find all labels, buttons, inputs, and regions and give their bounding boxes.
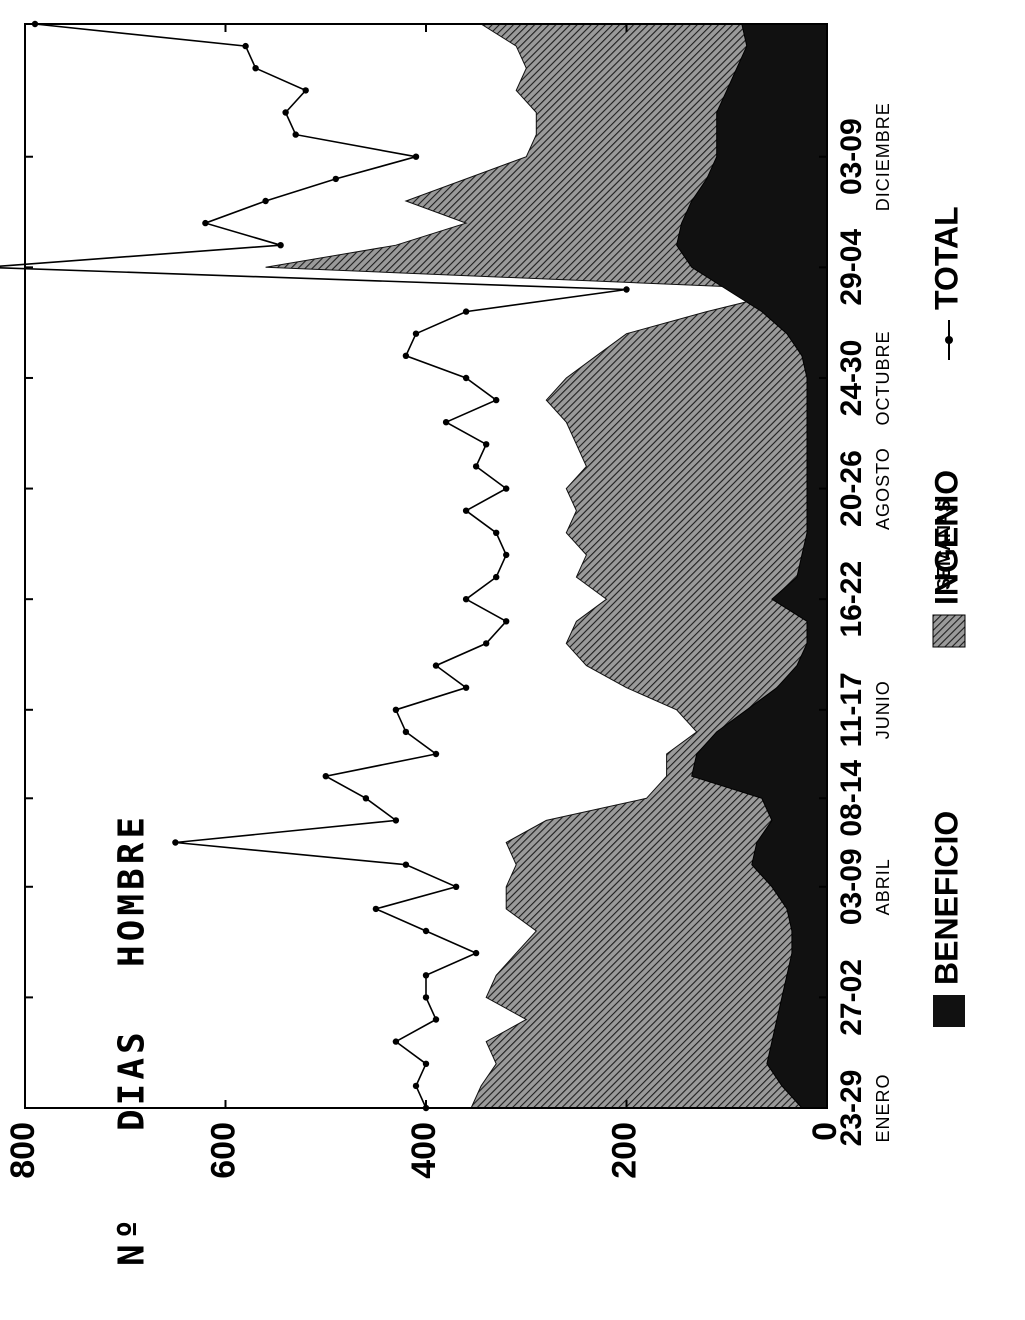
total-point	[432, 750, 440, 758]
total-point	[332, 175, 339, 183]
total-point	[472, 463, 480, 470]
legend-label-beneficio: BENEFICIO	[928, 811, 964, 985]
total-point	[503, 618, 510, 625]
total-point	[412, 330, 420, 337]
total-point	[432, 662, 440, 669]
total-point	[277, 242, 284, 249]
total-point	[483, 441, 490, 448]
total-point	[402, 728, 410, 736]
total-point	[302, 87, 309, 94]
total-point	[172, 839, 179, 846]
x-month-label: JUNIO	[873, 680, 893, 739]
y-axis-title-line-3: HOMBRE	[111, 812, 153, 968]
legend-label-total: TOTAL	[928, 206, 964, 310]
y-tick-label: 0	[806, 1122, 844, 1141]
x-tick-label: 29-04	[835, 229, 868, 306]
total-line	[0, 23, 627, 1109]
total-point	[493, 396, 500, 404]
x-tick-label: 03-09	[835, 118, 868, 195]
x-axis-title: SEMANAS	[934, 500, 954, 590]
total-point	[392, 817, 400, 824]
total-point	[252, 65, 259, 72]
total-point	[483, 640, 490, 647]
x-tick-label: 27-02	[835, 959, 868, 1036]
x-month-label: ABRIL	[873, 858, 893, 915]
total-point	[462, 374, 470, 382]
x-month-label: ENERO	[873, 1073, 893, 1142]
total-point	[392, 1038, 400, 1045]
legend-label-ingenio: INGENIO	[928, 470, 964, 605]
total-point	[292, 131, 299, 138]
total-point	[422, 994, 430, 1001]
legend: BENEFICIO INGENIO TOTAL	[928, 206, 966, 1027]
x-tick-label: 08-14	[835, 760, 868, 837]
y-tick-label: 800	[4, 1122, 42, 1179]
total-point	[432, 1016, 440, 1023]
legend-swatch-beneficio	[933, 995, 965, 1027]
ingenio-area	[265, 23, 828, 1109]
total-point	[282, 109, 289, 116]
x-month-label: DICIEMBRE	[873, 102, 893, 211]
total-point	[262, 197, 269, 205]
total-point	[462, 507, 470, 514]
y-tick-label: 600	[204, 1122, 242, 1179]
total-point	[392, 706, 400, 713]
total-point	[442, 419, 450, 426]
total-point	[412, 153, 420, 160]
x-tick-label: 24-30	[835, 340, 868, 417]
total-point	[422, 972, 430, 979]
x-month-label: OCTUBRE	[873, 330, 893, 425]
x-tick-label: 23-29	[835, 1070, 868, 1147]
plot-area	[0, 20, 828, 1112]
total-point	[412, 1082, 420, 1090]
y-tick-label: 400	[405, 1122, 443, 1179]
total-point	[503, 551, 510, 559]
total-point	[372, 905, 380, 913]
total-point	[493, 573, 500, 581]
x-tick-label: 16-22	[835, 561, 868, 638]
legend-swatch-ingenio	[932, 614, 966, 648]
total-point	[322, 773, 329, 780]
y-axis-title-line-1: Nº	[111, 1214, 153, 1266]
total-point	[462, 596, 470, 603]
total-point	[462, 684, 470, 691]
total-point	[422, 1060, 430, 1068]
total-point	[362, 795, 370, 802]
total-point	[452, 883, 460, 890]
total-point	[493, 529, 500, 536]
total-point	[623, 286, 630, 293]
y-tick-label: 200	[605, 1122, 643, 1179]
total-point	[402, 861, 410, 868]
total-point	[402, 352, 410, 359]
total-point	[202, 219, 209, 227]
total-point	[462, 308, 470, 315]
y-axis-title-line-2: DIAS	[111, 1028, 153, 1132]
total-point	[422, 927, 430, 935]
total-point	[472, 949, 480, 957]
x-tick-label: 20-26	[835, 450, 868, 527]
total-point	[503, 485, 510, 492]
x-tick-label: 11-17	[835, 672, 868, 747]
legend-swatch-total-marker	[945, 336, 953, 344]
y-axis: 0 200 400 600 800	[4, 24, 844, 1179]
beneficio-area	[676, 23, 828, 1109]
total-point	[242, 42, 249, 50]
x-month-label: AGOSTO	[873, 447, 893, 530]
x-tick-label: 03-09	[835, 848, 868, 925]
